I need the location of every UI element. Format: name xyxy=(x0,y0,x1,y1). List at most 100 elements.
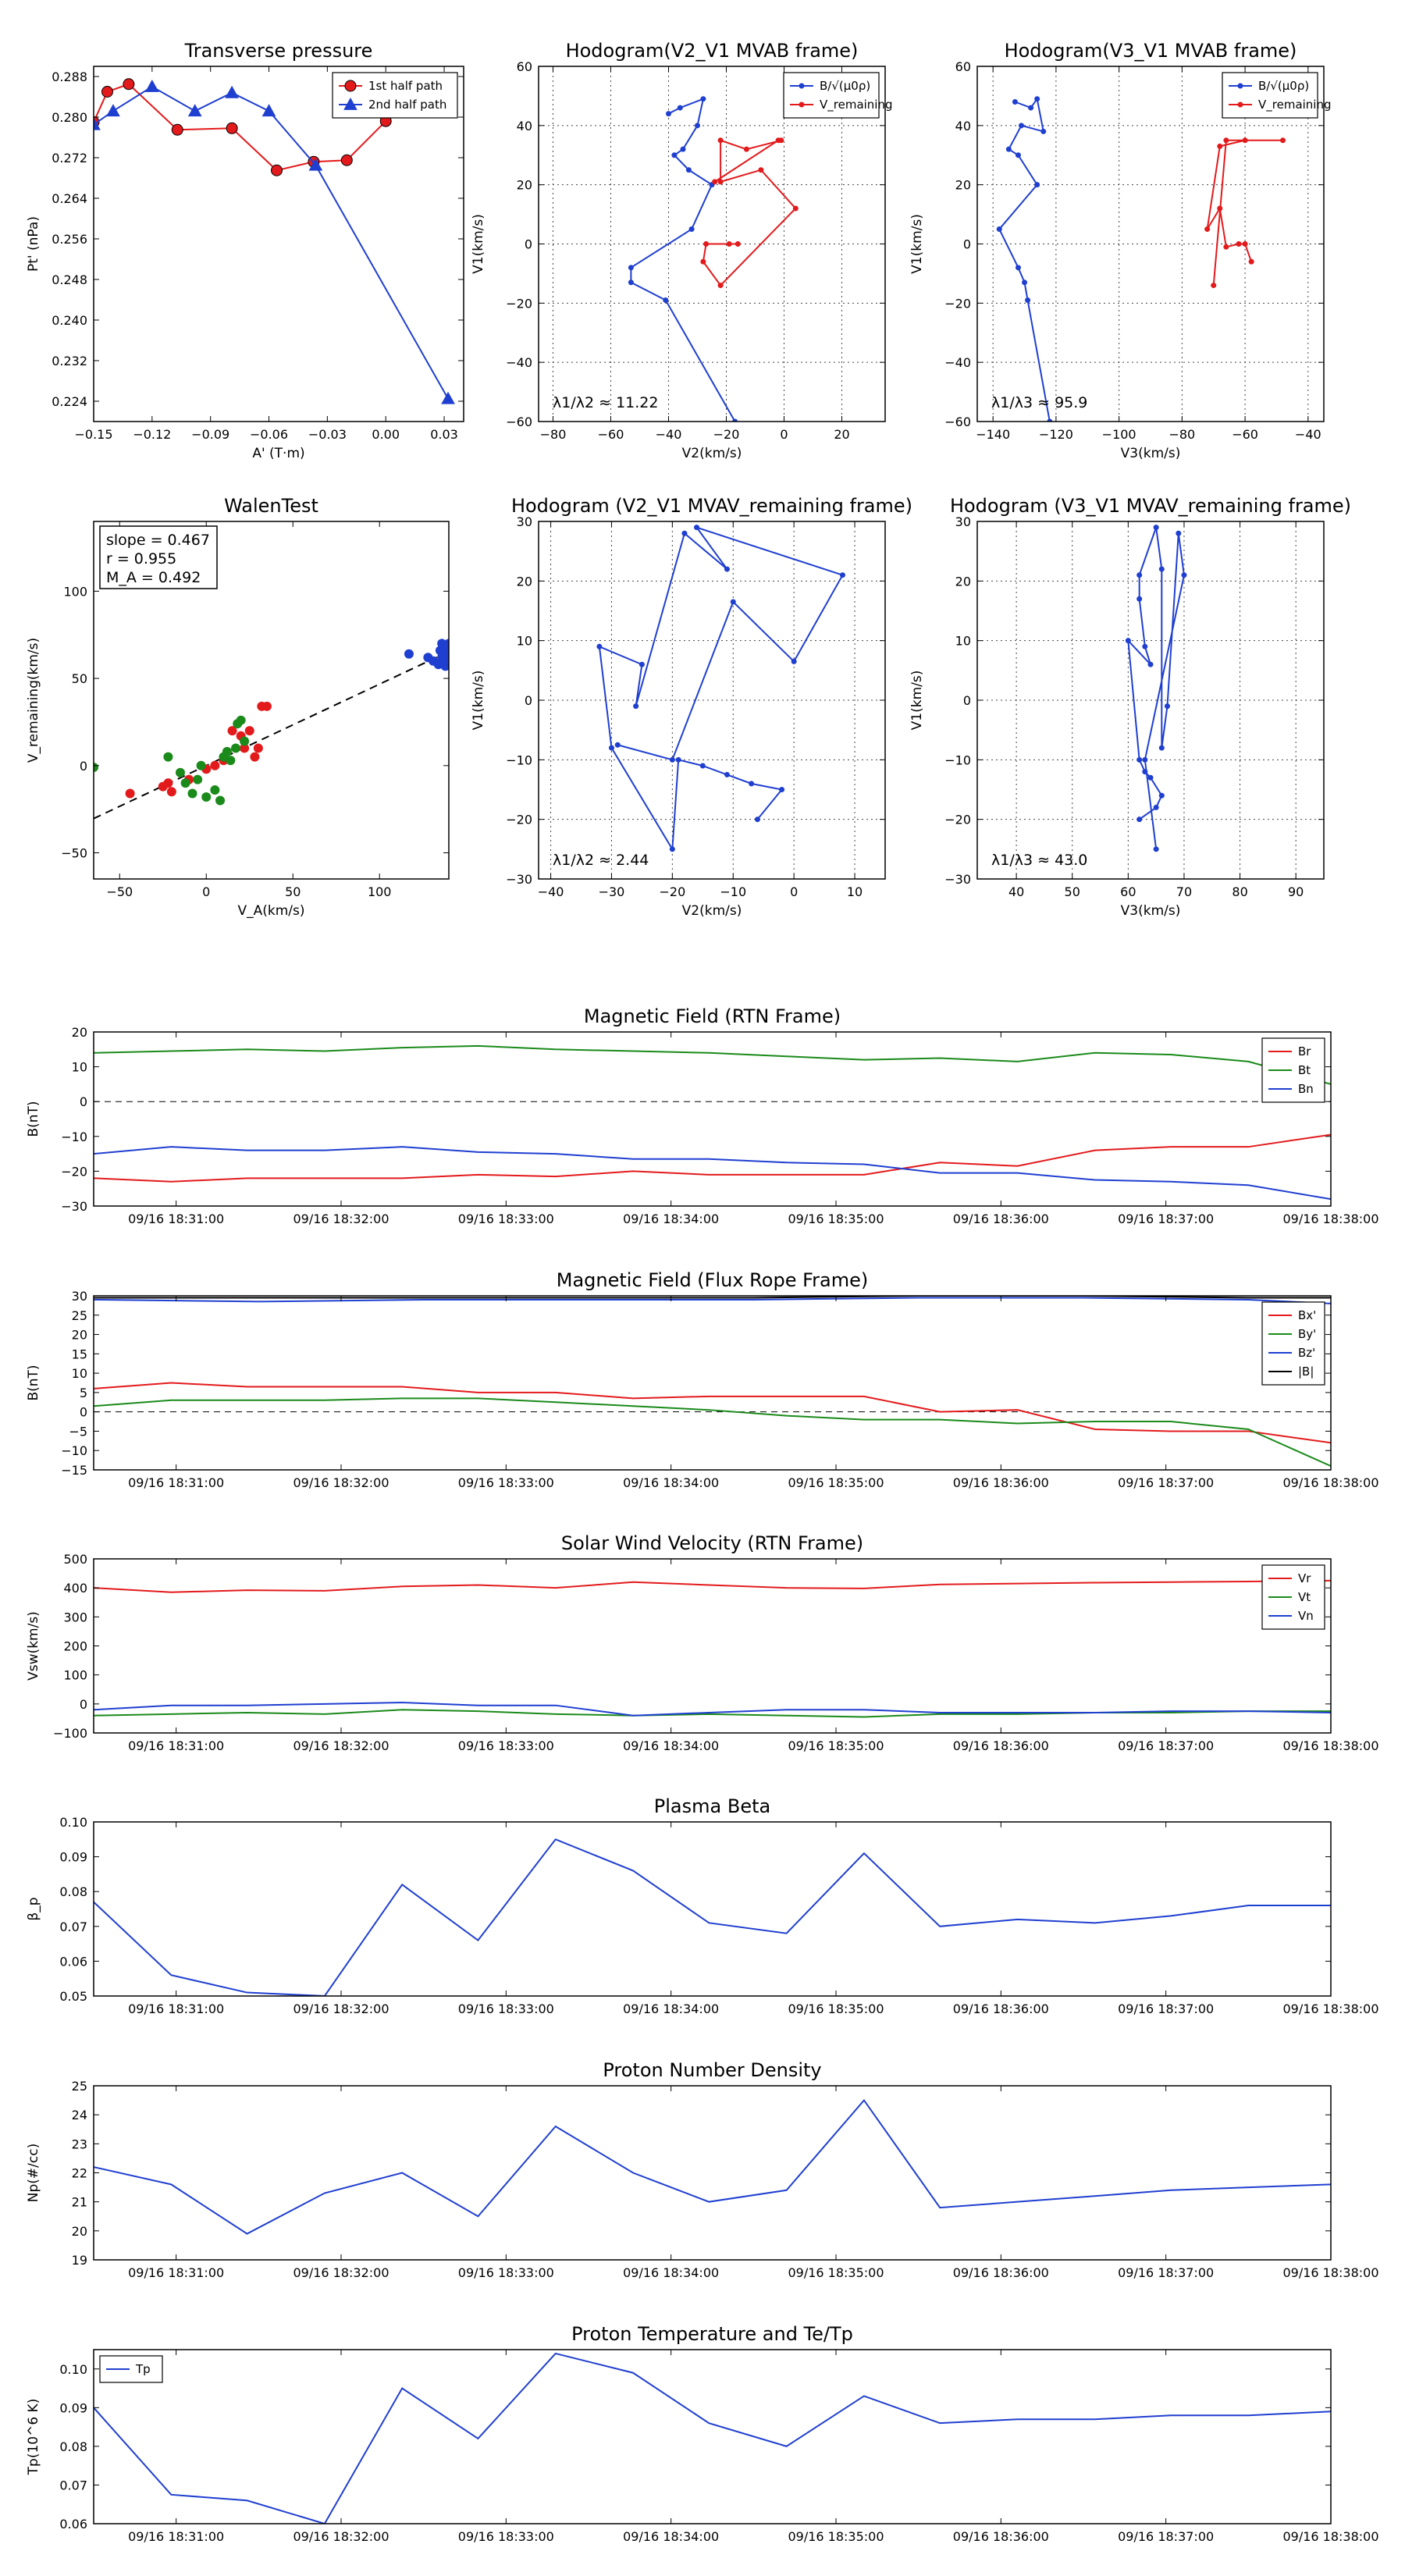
data-point xyxy=(196,760,206,770)
data-point xyxy=(732,418,738,422)
data-point xyxy=(187,104,202,117)
y-tick-label: −60 xyxy=(506,415,532,429)
y-tick-label: 0.264 xyxy=(52,191,87,206)
data-point xyxy=(1176,530,1182,536)
data-point xyxy=(226,122,238,134)
x-tick-label: 09/16 18:38:00 xyxy=(1282,1738,1378,1753)
y-tick-label: −10 xyxy=(61,1130,87,1144)
data-point xyxy=(596,643,603,649)
y-tick-label: 60 xyxy=(517,59,532,74)
y-tick-label: 0 xyxy=(80,759,87,774)
y-tick-label: 200 xyxy=(63,1639,87,1654)
data-point xyxy=(1236,241,1242,247)
legend-label: B/√(μ0ρ) xyxy=(1258,79,1309,93)
x-tick-label: 20 xyxy=(834,427,849,442)
data-point xyxy=(695,123,700,129)
x-tick-label: −40 xyxy=(538,884,564,899)
data-point xyxy=(227,726,237,736)
y-tick-label: −10 xyxy=(944,753,971,767)
y-tick-label: 0 xyxy=(963,237,971,252)
x-tick-label: 09/16 18:36:00 xyxy=(953,1475,1049,1490)
series-line xyxy=(94,2352,1331,2524)
annotation-text: λ1/λ2 ≈ 2.44 xyxy=(553,852,649,869)
data-point xyxy=(685,167,692,173)
y-tick-label: 40 xyxy=(955,119,971,133)
data-point xyxy=(614,742,621,748)
legend: B/√(μ0ρ) V_remaining xyxy=(1222,72,1332,119)
data-point xyxy=(1211,283,1217,289)
chart-proton_temperature: 09/16 18:31:00 09/16 18:32:00 09/16 18:33:… xyxy=(26,2323,1379,2544)
legend: B/√(μ0ρ) V_remaining xyxy=(783,72,893,119)
data-point xyxy=(1125,638,1131,644)
x-tick-label: 09/16 18:31:00 xyxy=(128,2265,224,2280)
x-tick-label: 09/16 18:31:00 xyxy=(128,2001,224,2016)
data-point xyxy=(839,572,845,578)
x-tick-label: 100 xyxy=(368,884,392,899)
x-tick-label: 09/16 18:35:00 xyxy=(788,1475,884,1490)
data-point xyxy=(236,715,246,725)
y-tick-label: 21 xyxy=(72,2195,87,2210)
x-tick-label: 09/16 18:35:00 xyxy=(788,1738,884,1753)
data-point xyxy=(669,846,675,852)
data-point xyxy=(1158,566,1165,572)
legend-label: V_remaining xyxy=(1258,98,1332,112)
y-tick-label: 10 xyxy=(517,634,532,649)
y-tick-label: 0.280 xyxy=(52,110,87,125)
x-tick-label: −80 xyxy=(1168,427,1195,442)
y-tick-label: 0.288 xyxy=(52,69,87,84)
y-tick-label: 30 xyxy=(72,1289,87,1304)
legend: Vr Vt Vn xyxy=(1261,1564,1325,1630)
data-point xyxy=(1025,297,1031,304)
plot-area xyxy=(94,1822,1331,1996)
data-point xyxy=(633,703,639,710)
series--b- xyxy=(94,1296,1331,1299)
data-point xyxy=(226,756,236,766)
data-point xyxy=(675,756,681,763)
x-tick-label: 09/16 18:32:00 xyxy=(293,2529,389,2544)
y-tick-label: −20 xyxy=(506,296,532,311)
series-red xyxy=(125,701,272,799)
x-tick-label: 09/16 18:32:00 xyxy=(293,2265,389,2280)
x-tick-label: 09/16 18:36:00 xyxy=(953,1212,1049,1226)
legend-label: Bt xyxy=(1298,1063,1311,1077)
legend-label: By' xyxy=(1298,1327,1316,1341)
data-point xyxy=(724,566,730,572)
x-tick-label: −0.06 xyxy=(250,427,288,442)
y-tick-label: 400 xyxy=(63,1581,87,1596)
y-tick-label: 0.232 xyxy=(52,354,87,368)
data-point xyxy=(638,661,645,667)
data-point xyxy=(175,767,185,777)
legend-label: Bx' xyxy=(1298,1308,1316,1322)
data-point xyxy=(1015,265,1021,271)
plot-frame xyxy=(93,1821,1332,1997)
data-point xyxy=(1164,703,1170,710)
y-axis-label: V1(km/s) xyxy=(909,214,925,274)
data-point xyxy=(163,778,173,788)
series-np xyxy=(94,2098,1331,2235)
y-tick-label: 30 xyxy=(517,514,532,529)
x-tick-label: 09/16 18:34:00 xyxy=(623,2265,719,2280)
annotation-text: λ1/λ2 ≈ 11.22 xyxy=(553,394,658,411)
x-axis-label: V3(km/s) xyxy=(1121,446,1181,461)
x-tick-label: 09/16 18:35:00 xyxy=(788,1212,884,1226)
y-tick-label: 20 xyxy=(72,1328,87,1343)
x-tick-label: 09/16 18:36:00 xyxy=(953,2001,1049,2016)
x-tick-label: 40 xyxy=(1008,884,1024,899)
x-tick-label: −50 xyxy=(106,884,133,899)
legend: Tp xyxy=(99,2355,163,2383)
data-point xyxy=(1153,846,1159,852)
data-point xyxy=(717,137,724,144)
chart-hodogram_v2v1_mvav: −40 −30 −20 −10 0 10 −30 −20 −10 0 10 20 30Hodogram … xyxy=(471,495,912,919)
x-tick-label: 09/16 18:32:00 xyxy=(293,1475,389,1490)
series-line xyxy=(94,1146,1331,1201)
x-tick-label: 09/16 18:38:00 xyxy=(1282,2265,1378,2280)
data-point xyxy=(171,123,183,136)
data-point xyxy=(712,179,718,185)
data-point xyxy=(703,241,710,247)
x-tick-label: −60 xyxy=(1232,427,1258,442)
y-tick-label: 0 xyxy=(525,693,532,708)
series-beta xyxy=(94,1838,1331,1996)
data-point xyxy=(1022,279,1028,286)
y-tick-label: 0.06 xyxy=(59,2517,87,2532)
data-point xyxy=(437,653,447,663)
